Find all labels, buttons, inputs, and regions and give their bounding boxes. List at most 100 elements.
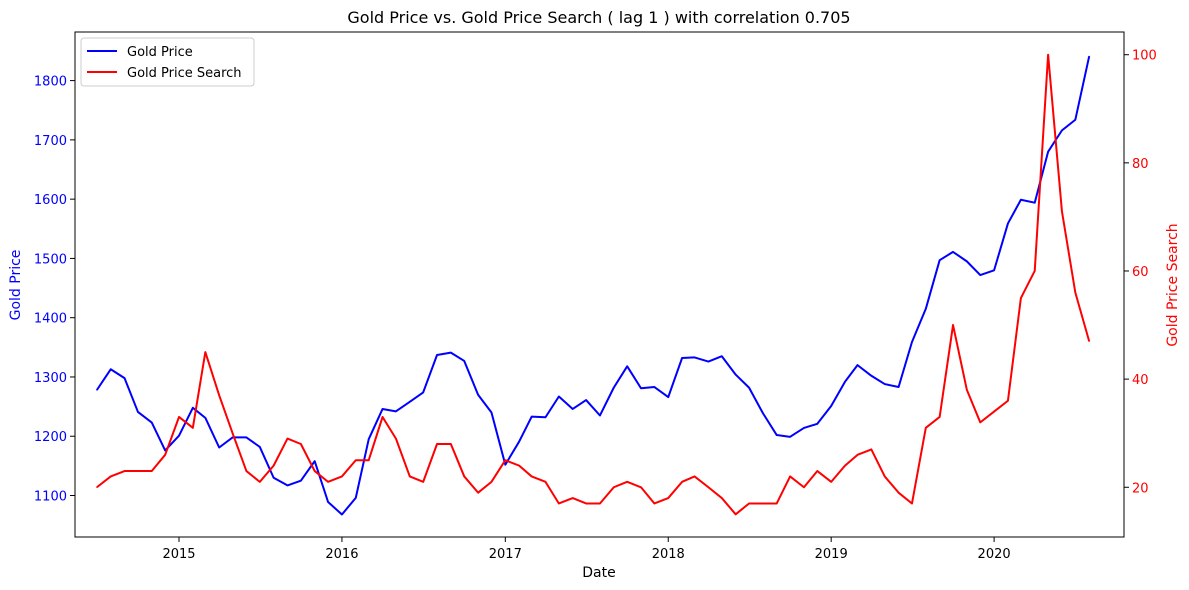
chart-title: Gold Price vs. Gold Price Search ( lag 1… <box>347 8 850 27</box>
data-point-gold-price <box>422 391 424 393</box>
data-point-gold-price <box>870 375 872 377</box>
series-line-gold-price <box>96 56 1091 516</box>
data-point-gold-price-search <box>1020 297 1022 299</box>
data-point-gold-price-search <box>585 502 587 505</box>
data-point-gold-price-search <box>273 465 275 467</box>
data-point-gold-price <box>911 341 913 343</box>
y-right-tick-label: 100 <box>1132 49 1157 64</box>
data-point-gold-price-search <box>762 502 764 505</box>
data-point-gold-price-search <box>504 459 506 461</box>
y-left-tick-label: 1300 <box>34 371 67 386</box>
data-point-gold-price <box>355 497 357 499</box>
legend-label-gold-price-search: Gold Price Search <box>127 66 242 81</box>
data-point-gold-price <box>259 446 261 448</box>
data-point-gold-price-search <box>178 416 180 418</box>
data-point-gold-price <box>123 377 126 379</box>
data-point-gold-price <box>762 412 764 414</box>
data-point-gold-price-search <box>245 470 248 472</box>
data-point-gold-price-search <box>979 421 981 423</box>
data-point-gold-price-search <box>192 427 194 429</box>
legend: Gold Price Gold Price Search <box>80 37 255 87</box>
data-point-gold-price-search <box>884 475 886 478</box>
data-point-gold-price <box>939 259 941 261</box>
data-point-gold-price-search <box>707 486 710 488</box>
data-point-gold-price-search <box>816 470 818 472</box>
data-point-gold-price <box>816 423 818 425</box>
series-line-gold-price-search <box>96 53 1091 516</box>
y-right-axis: 20 40 60 80 100 <box>1124 49 1157 496</box>
data-point-gold-price <box>1047 151 1049 153</box>
data-point-gold-price-search <box>477 492 479 494</box>
data-point-gold-price-search <box>776 502 778 505</box>
data-point-gold-price <box>450 352 452 354</box>
data-point-gold-price-search <box>259 481 261 483</box>
data-point-gold-price-search <box>667 497 669 499</box>
data-point-gold-price <box>748 387 750 389</box>
data-point-gold-price <box>518 440 520 443</box>
data-point-gold-price <box>490 411 493 414</box>
data-point-gold-price-search <box>1007 400 1009 402</box>
data-point-gold-price <box>286 484 289 487</box>
y-left-tick-label: 1500 <box>34 252 67 267</box>
data-point-gold-price-search <box>653 502 656 505</box>
data-point-gold-price <box>477 394 479 396</box>
data-point-gold-price <box>110 368 112 370</box>
data-point-gold-price-search <box>110 475 112 478</box>
data-point-gold-price-search <box>735 513 737 515</box>
data-point-gold-price-search <box>966 389 968 391</box>
legend-label-gold-price: Gold Price <box>127 45 193 60</box>
x-axis-label: Date <box>582 565 615 581</box>
data-point-gold-price <box>1061 129 1063 131</box>
data-point-gold-price <box>776 434 778 436</box>
data-point-gold-price <box>368 438 370 440</box>
data-point-gold-price <box>218 446 220 449</box>
y-left-tick-label: 1700 <box>34 134 67 149</box>
data-point-gold-price <box>1034 202 1036 204</box>
data-point-gold-price-search <box>327 481 329 483</box>
data-point-gold-price-search <box>151 470 153 472</box>
y-right-tick-label: 20 <box>1132 481 1149 496</box>
data-point-gold-price <box>572 408 574 410</box>
data-point-gold-price-search <box>844 465 846 467</box>
data-point-gold-price-search <box>96 486 98 488</box>
data-point-gold-price <box>96 389 98 391</box>
data-point-gold-price <box>707 360 710 363</box>
y-right-tick-label: 40 <box>1132 373 1149 388</box>
data-point-gold-price-search <box>911 502 913 505</box>
data-point-gold-price-search <box>925 427 927 429</box>
y-right-axis-label: Gold Price Search <box>1165 223 1181 346</box>
data-point-gold-price <box>192 407 194 409</box>
data-point-gold-price <box>558 395 560 398</box>
data-point-gold-price-search <box>355 459 357 461</box>
data-point-gold-price-search <box>314 470 316 472</box>
data-point-gold-price-search <box>381 416 384 418</box>
y-left-tick-label: 1200 <box>34 430 67 445</box>
y-right-tick-label: 60 <box>1132 265 1149 280</box>
data-point-gold-price <box>314 460 316 462</box>
data-point-gold-price-search <box>544 481 547 483</box>
data-point-gold-price <box>640 387 642 389</box>
data-point-gold-price <box>273 477 275 479</box>
data-point-gold-price-search <box>300 443 302 445</box>
data-point-gold-price-search <box>409 475 411 478</box>
data-point-gold-price <box>178 435 180 437</box>
data-point-gold-price-search <box>1061 210 1063 213</box>
data-point-gold-price <box>952 251 954 253</box>
data-point-gold-price <box>693 356 696 358</box>
data-point-gold-price <box>463 360 465 362</box>
data-point-gold-price <box>993 269 995 271</box>
data-point-gold-price <box>231 436 234 439</box>
data-point-gold-price-search <box>204 351 206 353</box>
data-point-gold-price-search <box>1074 292 1076 294</box>
data-point-gold-price-search <box>952 324 954 326</box>
data-point-gold-price <box>151 422 153 424</box>
data-point-gold-price <box>1088 55 1090 57</box>
data-point-gold-price <box>925 308 927 310</box>
data-point-gold-price <box>327 501 329 503</box>
data-point-gold-price-search <box>572 497 574 499</box>
x-tick-label: 2015 <box>162 547 195 562</box>
data-point-gold-price-search <box>721 497 723 499</box>
data-point-gold-price <box>979 274 981 276</box>
data-point-gold-price-search <box>640 486 642 488</box>
data-point-gold-price <box>544 416 547 418</box>
